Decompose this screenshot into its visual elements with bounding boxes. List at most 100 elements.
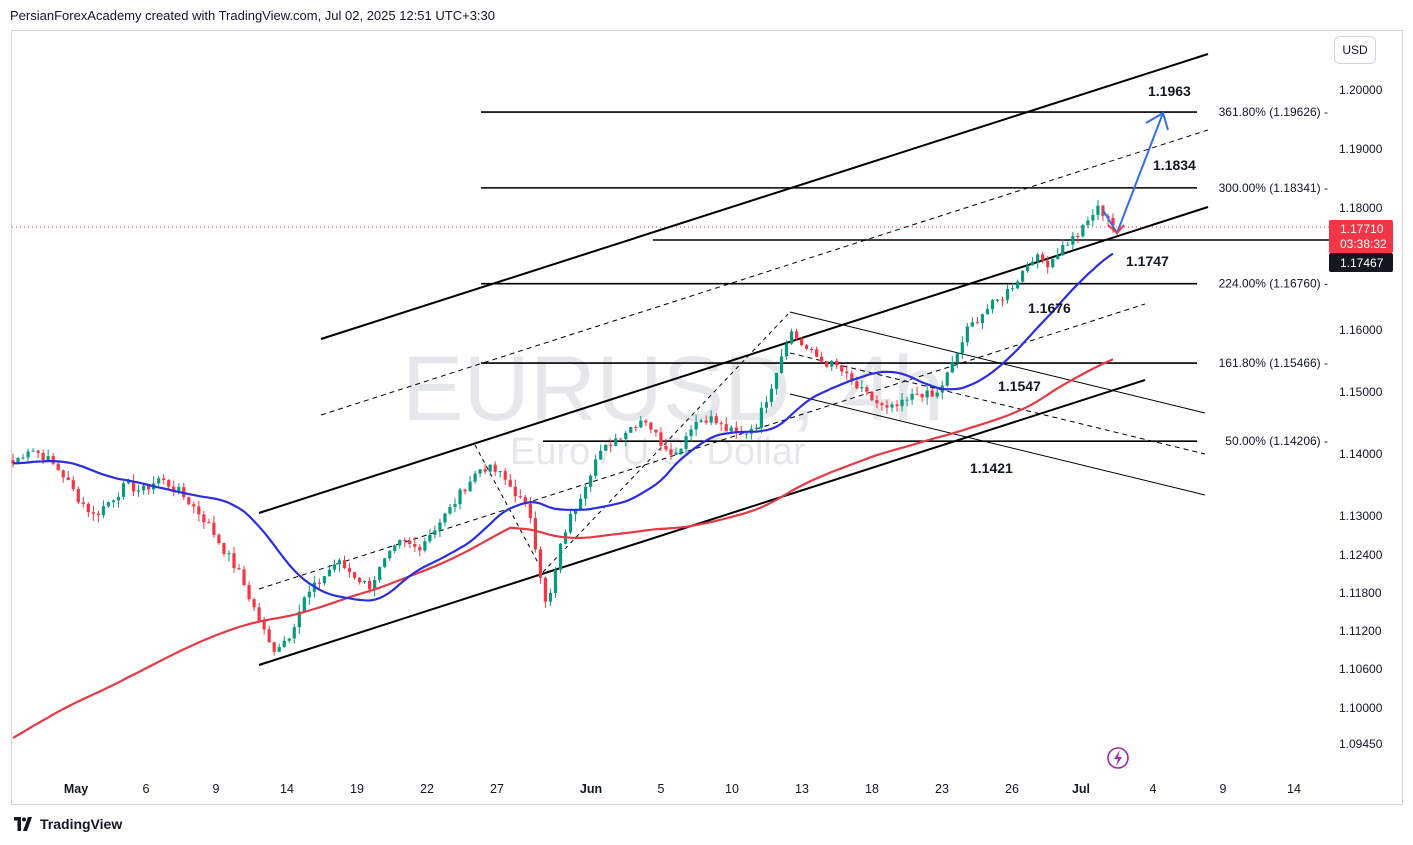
channel-lines[interactable] xyxy=(258,53,1209,666)
candle-body xyxy=(578,498,583,510)
hline-price-value: 1.17467 xyxy=(1340,256,1384,270)
candle-body xyxy=(528,503,532,518)
candle-body xyxy=(368,580,372,590)
candle-body xyxy=(985,309,990,315)
candle-body xyxy=(21,457,25,459)
candle-body xyxy=(614,438,618,447)
candle-body xyxy=(769,388,774,403)
channel-dash-upper xyxy=(320,129,1209,416)
candle-body xyxy=(915,393,919,395)
candle-body xyxy=(443,513,447,523)
candle-body xyxy=(558,543,563,570)
candle-body xyxy=(799,338,804,346)
candle-body xyxy=(1071,235,1075,245)
candle-body xyxy=(227,553,231,555)
candle-body xyxy=(1066,244,1070,246)
candle-body xyxy=(423,541,427,551)
candle-body xyxy=(810,348,814,350)
candle-body xyxy=(473,473,477,482)
candle-body xyxy=(252,599,256,608)
candle-body xyxy=(342,560,347,569)
candle-body xyxy=(639,420,643,428)
candle-body xyxy=(935,392,939,397)
time-axis[interactable]: May 6 9 14 19 22 27 Jun 5 10 13 18 23 26 Jul 4 9 14 xyxy=(64,782,1301,796)
candle-body xyxy=(599,450,603,460)
ma-slow-line xyxy=(12,358,1114,739)
candle-body xyxy=(875,400,879,404)
candle-body xyxy=(307,591,311,598)
candle-body xyxy=(744,433,748,435)
candle-body xyxy=(779,356,784,373)
candle-body xyxy=(187,497,191,505)
fib-level-label: 300.00% (1.18341) - xyxy=(1219,181,1328,195)
time-axis-label: 5 xyxy=(658,782,665,796)
candle-body xyxy=(538,549,542,578)
candle-body xyxy=(177,487,181,491)
time-axis-label: 9 xyxy=(1220,782,1227,796)
candle-body xyxy=(458,489,462,505)
candle-body xyxy=(157,478,161,484)
candle-body xyxy=(352,572,357,578)
candle-body xyxy=(644,420,648,423)
ma-fast-line xyxy=(12,252,1114,602)
candle-body xyxy=(855,381,859,389)
candle-body xyxy=(508,479,512,487)
candle-body xyxy=(292,627,296,639)
candle-body xyxy=(573,509,578,514)
fib-level-label: 50.00% (1.14206) - xyxy=(1225,434,1328,448)
candle-body xyxy=(478,469,482,474)
price-annotation: 1.1676 xyxy=(1028,300,1071,316)
candle-body xyxy=(1086,220,1090,226)
channel-lower-line xyxy=(258,379,1146,666)
candle-body xyxy=(870,391,874,401)
candle-body xyxy=(408,540,412,544)
candle-body xyxy=(403,540,407,542)
candle-body xyxy=(212,522,216,535)
time-axis-label: 23 xyxy=(935,782,949,796)
candle-body xyxy=(820,356,824,362)
candle-body xyxy=(1046,260,1050,268)
candle-body xyxy=(272,642,276,652)
candle-body xyxy=(418,546,422,551)
price-axis-label: 1.18000 xyxy=(1339,201,1383,215)
candle-body xyxy=(734,427,738,432)
candle-body xyxy=(46,456,50,461)
candle-body xyxy=(121,483,126,497)
time-axis-label: 18 xyxy=(865,782,879,796)
channel-upper-line xyxy=(320,53,1209,340)
candle-body xyxy=(398,540,402,546)
candle-body xyxy=(609,444,613,447)
candle-body xyxy=(709,416,713,423)
candle-body xyxy=(1061,244,1065,256)
candle-body xyxy=(950,362,954,373)
currency-button[interactable]: USD xyxy=(1334,36,1376,64)
candle-body xyxy=(383,558,387,568)
candle-body xyxy=(975,322,979,324)
candle-body xyxy=(247,585,251,600)
candle-body xyxy=(262,621,266,630)
time-axis-label: May xyxy=(64,782,88,796)
candle-body xyxy=(388,551,392,559)
time-axis-label: 26 xyxy=(1005,782,1019,796)
candle-body xyxy=(960,342,964,354)
candle-body xyxy=(543,577,548,602)
candle-body xyxy=(1020,270,1025,282)
watermark-description: Euro / U.S. Dollar xyxy=(510,431,806,473)
candle-body xyxy=(172,486,176,491)
candle-body xyxy=(41,452,45,461)
price-axis[interactable]: 1.20000 1.19000 1.18000 1.16000 1.15000 1.140… xyxy=(1339,83,1383,751)
candle-body xyxy=(584,486,588,499)
lightning-icon[interactable] xyxy=(1107,747,1129,769)
candle-body xyxy=(533,517,537,550)
price-annotation: 1.1747 xyxy=(1126,253,1169,269)
candle-body xyxy=(16,457,20,464)
candle-body xyxy=(66,477,70,481)
time-axis-label: 22 xyxy=(420,782,434,796)
candle-body xyxy=(684,436,688,449)
candle-body xyxy=(714,416,718,424)
candle-body xyxy=(794,331,799,339)
candle-body xyxy=(1041,254,1045,261)
candle-body xyxy=(860,387,864,389)
candle-body xyxy=(840,365,844,372)
